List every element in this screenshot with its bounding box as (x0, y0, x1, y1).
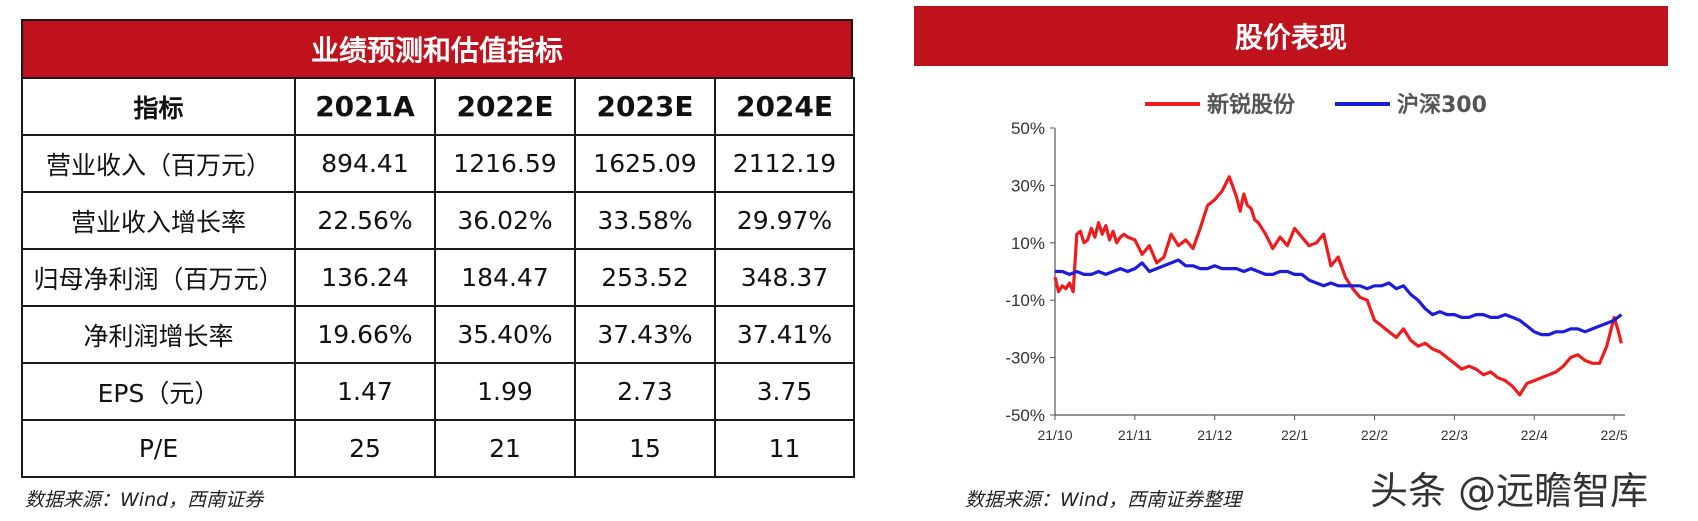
x-tick-label: 22/4 (1521, 427, 1548, 443)
table-cell: 37.43% (574, 305, 716, 364)
table-cell: 37.41% (714, 305, 855, 364)
x-tick-label: 22/5 (1600, 427, 1627, 443)
table-cell: 1216.59 (434, 134, 576, 193)
table-cell: 33.58% (574, 191, 716, 250)
x-tick-label: 22/3 (1441, 427, 1468, 443)
y-tick-label: -10% (1005, 291, 1045, 310)
header-cell: 2022E (434, 77, 576, 136)
x-tick-label: 21/10 (1037, 427, 1072, 443)
x-tick-label: 21/11 (1118, 427, 1152, 443)
table-cell: 894.41 (294, 134, 436, 193)
table-cell: 2112.19 (714, 134, 855, 193)
table-cell: 29.97% (714, 191, 855, 250)
table-cell: 348.37 (714, 248, 855, 307)
header-cell: 2024E (714, 77, 855, 136)
chart-source-note: 数据来源：Wind，西南证券整理 (965, 489, 1242, 511)
table-cell: 19.66% (294, 305, 436, 364)
row-label: 营业收入增长率 (21, 191, 296, 250)
table-row: 净利润增长率 19.66% 35.40% 37.43% 37.41% (21, 305, 855, 364)
table-header-row: 指标 2021A 2022E 2023E 2024E (21, 77, 855, 136)
table-cell: 184.47 (434, 248, 576, 307)
series-line-2 (1055, 258, 1623, 337)
table-cell: 3.75 (714, 362, 855, 421)
y-tick-label: -50% (1005, 406, 1045, 425)
legend-label: 沪深300 (1397, 92, 1487, 118)
table-row: 归母净利润（百万元） 136.24 184.47 253.52 348.37 (21, 248, 855, 307)
x-tick-label: 21/12 (1197, 427, 1232, 443)
x-tick-label: 22/2 (1361, 427, 1388, 443)
row-label: EPS（元） (21, 362, 296, 421)
header-cell: 指标 (21, 77, 296, 136)
row-label: 营业收入（百万元） (21, 134, 296, 193)
y-tick-label: 30% (1011, 176, 1045, 195)
table-row: P/E 25 21 15 11 (21, 419, 855, 478)
legend-label: 新锐股份 (1207, 92, 1296, 118)
stock-performance-chart: 50% 30% 10% -10% -30% -50% 21/10 21/11 21/12 22/1… (1005, 92, 1628, 443)
table-cell: 1625.09 (574, 134, 716, 193)
table-row: 营业收入增长率 22.56% 36.02% 33.58% 29.97% (21, 191, 855, 250)
chart-title: 股价表现 (914, 6, 1668, 66)
header-cell: 2021A (294, 77, 436, 136)
table-cell: 15 (574, 419, 716, 478)
table-cell: 11 (714, 419, 855, 478)
watermark: 头条 @远瞻智库 (1370, 469, 1649, 513)
row-label: 净利润增长率 (21, 305, 296, 364)
table-cell: 1.99 (434, 362, 576, 421)
header-cell: 2023E (574, 77, 716, 136)
table-cell: 136.24 (294, 248, 436, 307)
y-tick-label: 10% (1011, 234, 1045, 253)
series-line-1 (1053, 175, 1623, 397)
row-label: 归母净利润（百万元） (21, 248, 296, 307)
table-cell: 22.56% (294, 191, 436, 250)
table-cell: 2.73 (574, 362, 716, 421)
y-tick-label: -30% (1005, 349, 1045, 368)
forecast-table: 指标 2021A 2022E 2023E 2024E 营业收入（百万元） 894… (21, 77, 855, 478)
table-row: EPS（元） 1.47 1.99 2.73 3.75 (21, 362, 855, 421)
forecast-table-panel: 业绩预测和估值指标 指标 2021A 2022E 2023E 2024E 营业收… (21, 19, 855, 478)
table-cell: 21 (434, 419, 576, 478)
row-label: P/E (21, 419, 296, 478)
table-cell: 1.47 (294, 362, 436, 421)
table-cell: 35.40% (434, 305, 576, 364)
table-source-note: 数据来源：Wind，西南证券 (25, 489, 264, 511)
table-row: 营业收入（百万元） 894.41 1216.59 1625.09 2112.19 (21, 134, 855, 193)
y-tick-label: 50% (1011, 119, 1045, 138)
x-tick-label: 22/1 (1281, 427, 1308, 443)
table-cell: 36.02% (434, 191, 576, 250)
forecast-table-title: 业绩预测和估值指标 (21, 19, 853, 77)
table-cell: 253.52 (574, 248, 716, 307)
table-cell: 25 (294, 419, 436, 478)
